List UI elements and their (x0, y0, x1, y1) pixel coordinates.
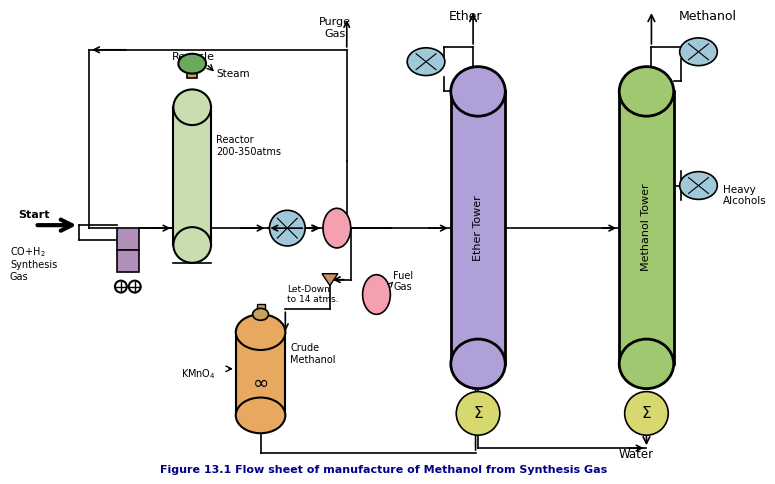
Bar (236, 332, 285, 415)
Bar (188, 58, 197, 77)
Ellipse shape (680, 38, 718, 66)
Text: Methanol Tower: Methanol Tower (642, 184, 652, 272)
Ellipse shape (619, 67, 673, 116)
Bar (117, 250, 139, 272)
Bar (257, 304, 264, 319)
Text: Steam: Steam (216, 69, 250, 78)
Text: Recycle: Recycle (172, 52, 215, 62)
Ellipse shape (451, 67, 505, 116)
Text: Reactor
200-350atms: Reactor 200-350atms (216, 135, 281, 157)
Bar (619, 91, 673, 364)
Ellipse shape (680, 172, 718, 199)
Text: Methanol: Methanol (679, 10, 737, 23)
Text: Σ: Σ (642, 406, 651, 421)
Text: Heavy
Alcohols: Heavy Alcohols (723, 184, 767, 206)
Bar (117, 228, 139, 250)
Ellipse shape (236, 397, 285, 433)
Ellipse shape (236, 314, 285, 350)
Text: Water: Water (619, 448, 654, 461)
Ellipse shape (451, 339, 505, 389)
Ellipse shape (619, 339, 673, 389)
Bar (451, 91, 505, 364)
Polygon shape (322, 274, 338, 286)
Ellipse shape (253, 308, 268, 320)
Text: Let-Down
to 14 atms.: Let-Down to 14 atms. (288, 285, 339, 304)
Circle shape (456, 392, 500, 435)
Circle shape (625, 392, 668, 435)
Text: ∞: ∞ (253, 374, 269, 393)
Text: Ether Tower: Ether Tower (473, 195, 483, 260)
Text: Start: Start (18, 210, 50, 220)
Bar (174, 107, 211, 245)
Ellipse shape (174, 227, 211, 263)
Text: Fuel
Gas: Fuel Gas (394, 271, 413, 292)
Ellipse shape (323, 208, 351, 248)
Text: Crude
Methanol: Crude Methanol (291, 343, 336, 365)
Ellipse shape (174, 90, 211, 125)
Text: Purge
Gas: Purge Gas (319, 17, 351, 39)
Text: KMnO$_4$: KMnO$_4$ (181, 367, 216, 381)
Text: CO+H$_2$
Synthesis
Gas: CO+H$_2$ Synthesis Gas (10, 245, 57, 282)
Circle shape (270, 210, 305, 246)
Text: Σ: Σ (474, 406, 483, 421)
Text: Figure 13.1 Flow sheet of manufacture of Methanol from Synthesis Gas: Figure 13.1 Flow sheet of manufacture of… (160, 465, 607, 475)
Ellipse shape (363, 275, 391, 314)
Ellipse shape (178, 54, 206, 74)
Text: Ether: Ether (448, 10, 482, 23)
Ellipse shape (407, 48, 445, 76)
